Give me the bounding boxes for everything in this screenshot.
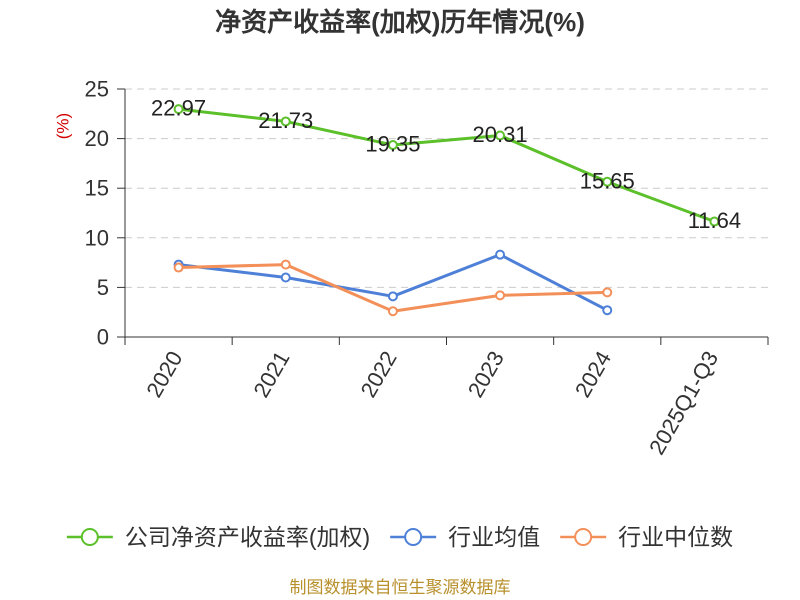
series-2: [173, 259, 613, 317]
legend-circle-icon: [80, 528, 99, 546]
y-tick-label: 20: [85, 126, 109, 151]
data-point: [495, 290, 506, 301]
x-tick-label: 2023: [463, 347, 509, 402]
data-point: [495, 130, 506, 141]
chart-title: 净资产收益率(加权)历年情况(%): [215, 7, 585, 37]
legend-label: 行业中位数: [618, 524, 733, 550]
data-point: [495, 249, 506, 260]
y-tick-label: 5: [97, 275, 109, 300]
data-point: [173, 104, 184, 115]
series-1: [173, 249, 613, 316]
y-axis: 0 5 10 15 20 25 (%): [54, 77, 126, 350]
data-point: [280, 259, 291, 270]
data-point: [602, 305, 613, 316]
grid-lines: [125, 88, 768, 288]
series-0: [173, 104, 720, 227]
legend-circle-icon: [404, 528, 423, 546]
data-point: [280, 272, 291, 283]
data-point: [280, 116, 291, 127]
legend-item[interactable]: 行业均值: [390, 524, 540, 550]
x-tick-label: 2022: [356, 347, 402, 402]
legend-circle-icon: [574, 528, 593, 546]
data-label: 21.73: [258, 108, 313, 133]
data-label: 15.65: [580, 168, 635, 193]
data-label: 22.97: [151, 96, 206, 121]
data-point: [602, 176, 613, 187]
x-tick-label: 2021: [248, 347, 294, 402]
data-point: [173, 262, 184, 273]
data-label: 20.31: [473, 122, 528, 147]
series-line: [177, 253, 609, 312]
data-labels: 22.97 21.73 19.35 20.31 15.65 11.64: [151, 96, 741, 233]
data-point: [602, 287, 613, 298]
y-tick-label: 25: [85, 77, 109, 102]
y-tick-label: 15: [85, 176, 109, 201]
legend-label: 行业均值: [448, 524, 540, 550]
data-point: [709, 216, 720, 227]
data-point: [387, 306, 398, 317]
series-line: [177, 107, 716, 224]
data-source-footer: 制图数据来自恒生聚源数据库: [289, 578, 511, 597]
data-point: [387, 291, 398, 302]
y-tick-label: 0: [97, 325, 109, 350]
x-tick-label: 2024: [570, 347, 616, 402]
x-axis: 2020 2021 2022 2023 2024 2025Q1-Q3: [124, 336, 769, 459]
legend-label: 公司净资产收益率(加权): [125, 524, 370, 550]
data-point: [387, 140, 398, 151]
legend-item[interactable]: 公司净资产收益率(加权): [66, 524, 370, 550]
x-tick-label: 2025Q1-Q3: [644, 347, 723, 459]
y-tick-label: 10: [85, 225, 109, 250]
legend: 公司净资产收益率(加权) 行业均值 行业中位数: [66, 524, 733, 550]
data-label: 19.35: [365, 132, 420, 157]
legend-item[interactable]: 行业中位数: [560, 524, 733, 550]
x-tick-label: 2020: [141, 347, 187, 402]
data-label: 11.64: [688, 208, 741, 233]
y-axis-title: (%): [54, 113, 73, 139]
